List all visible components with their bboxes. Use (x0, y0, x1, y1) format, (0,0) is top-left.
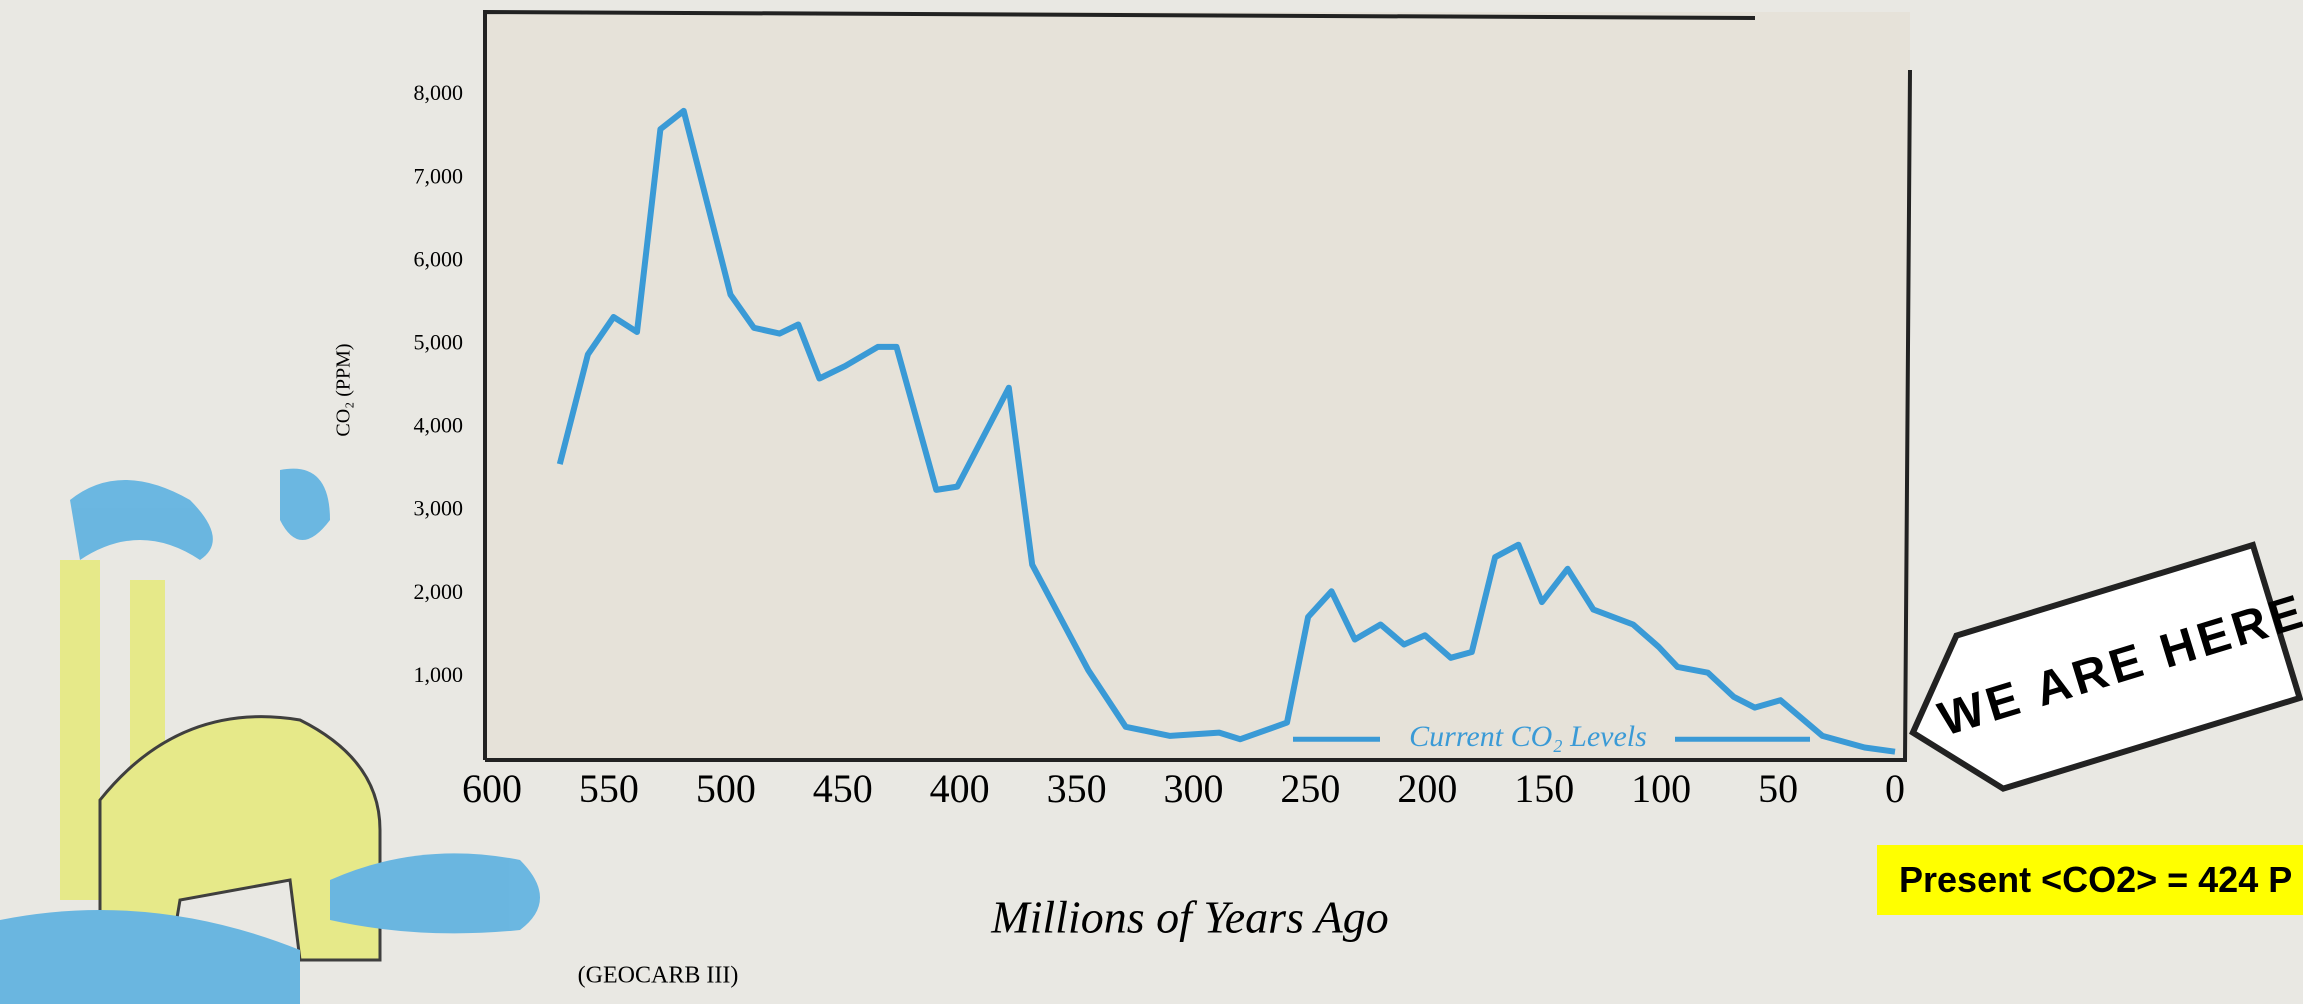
y-tick-label: 6,000 (414, 246, 464, 271)
x-tick-label: 200 (1397, 766, 1457, 811)
x-tick-label: 0 (1885, 766, 1905, 811)
we-are-here-sign: WE ARE HERE (1909, 541, 2303, 792)
present-note: Present <CO2> = 424 P (1877, 845, 2303, 915)
x-tick-label: 450 (813, 766, 873, 811)
x-tick-label: 150 (1514, 766, 1574, 811)
illustration (0, 468, 540, 1004)
y-tick-label: 8,000 (414, 80, 464, 105)
x-tick-label: 100 (1631, 766, 1691, 811)
x-tick-label: 300 (1164, 766, 1224, 811)
source: (GEOCARB III) (578, 963, 739, 989)
x-tick-label: 250 (1280, 766, 1340, 811)
y-tick-label: 7,000 (414, 163, 464, 188)
x-axis-label: Millions of Years Ago (990, 892, 1388, 943)
x-tick-label: 500 (696, 766, 756, 811)
y-tick-label: 1,000 (414, 662, 464, 687)
x-tick-label: 350 (1047, 766, 1107, 811)
y-axis-label: CO₂ (PPM) (333, 343, 355, 436)
y-tick-label: 3,000 (414, 496, 464, 521)
y-tick-label: 4,000 (414, 413, 464, 438)
y-tick-label: 5,000 (414, 329, 464, 354)
plot-area (485, 12, 1910, 760)
y-tick-label: 2,000 (414, 579, 464, 604)
x-tick-label: 400 (930, 766, 990, 811)
annotation: Current CO₂ Levels (1409, 720, 1647, 753)
frame (483, 9, 1756, 760)
x-tick-label: 50 (1758, 766, 1798, 811)
x-tick-label: 600 (462, 766, 522, 811)
frame (485, 69, 1912, 762)
data-line (556, 107, 1896, 755)
x-tick-label: 550 (579, 766, 639, 811)
